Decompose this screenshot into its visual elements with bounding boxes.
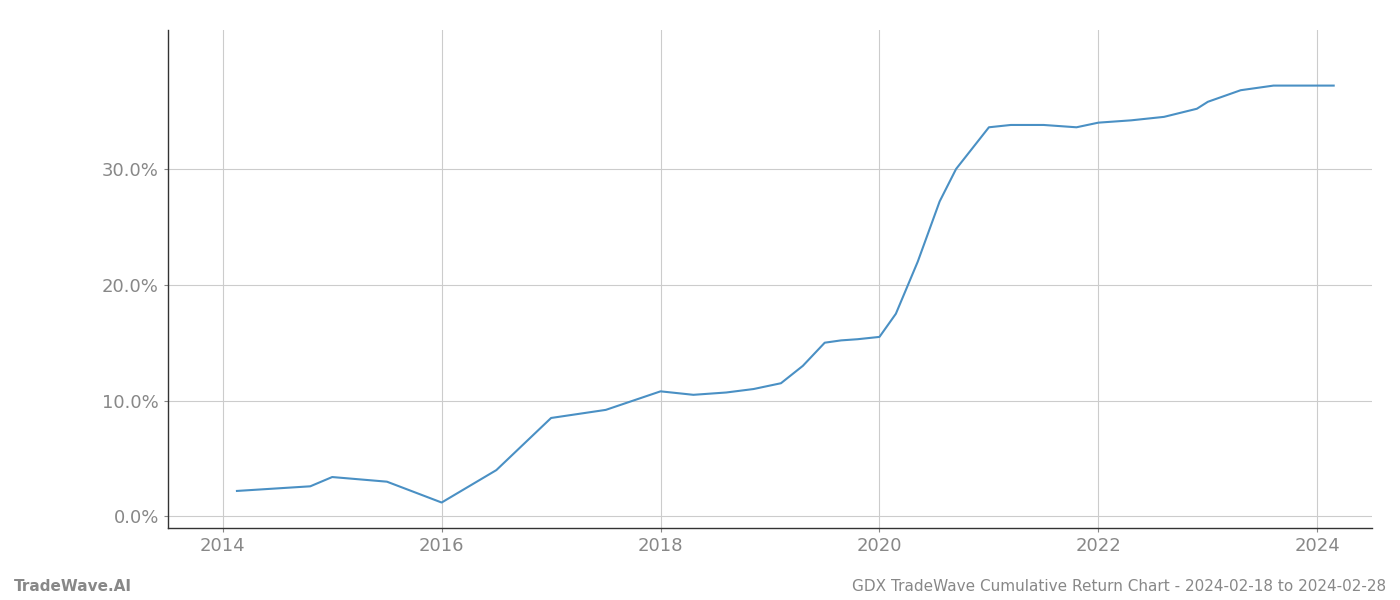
Text: GDX TradeWave Cumulative Return Chart - 2024-02-18 to 2024-02-28: GDX TradeWave Cumulative Return Chart - … bbox=[851, 579, 1386, 594]
Text: TradeWave.AI: TradeWave.AI bbox=[14, 579, 132, 594]
